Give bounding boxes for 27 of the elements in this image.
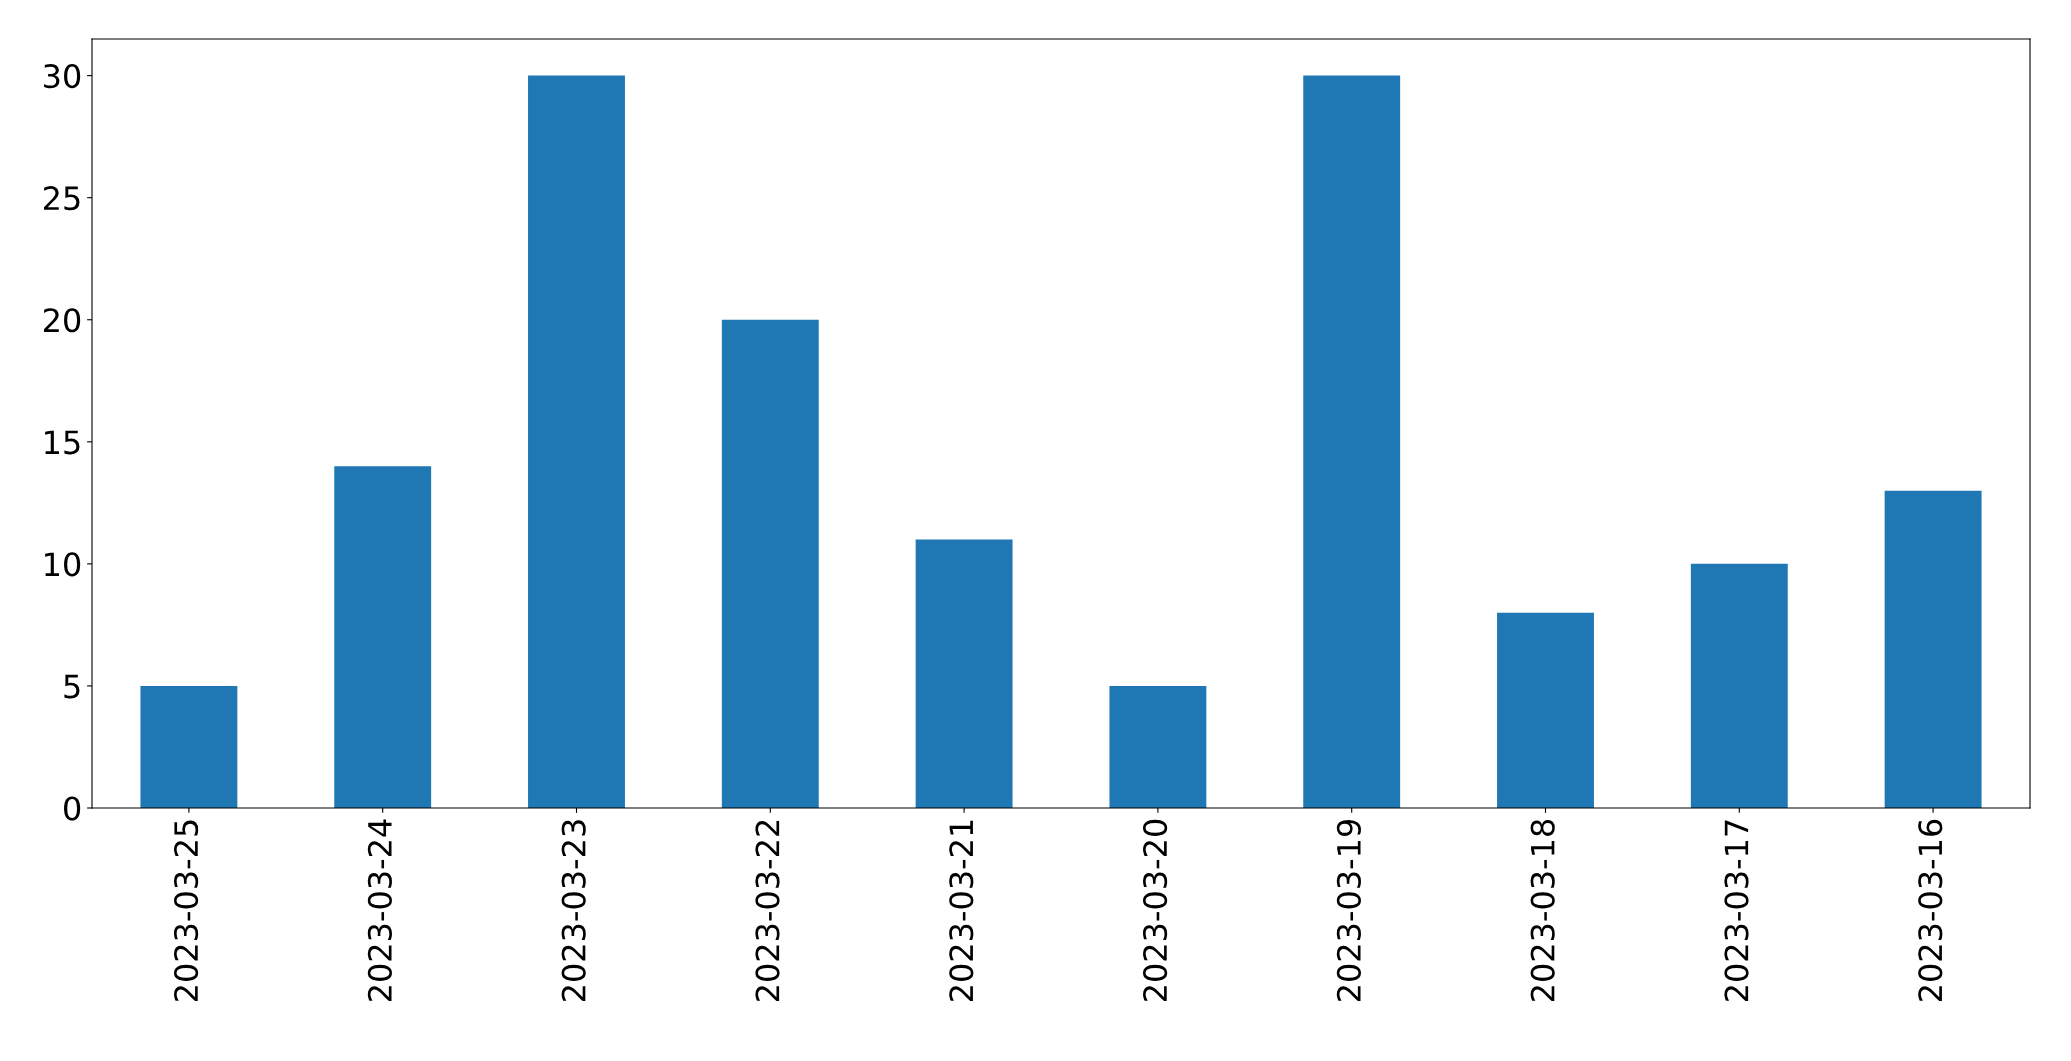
x-tick-label: 2023-03-21 — [949, 820, 974, 1002]
bar — [1884, 490, 1982, 808]
y-tick-label: 5 — [64, 674, 80, 699]
y-tick-label: 20 — [43, 308, 81, 333]
y-tick-label: 25 — [43, 186, 80, 211]
bar — [1109, 685, 1207, 808]
x-tick-label: 2023-03-22 — [755, 820, 780, 1002]
y-tick-label: 15 — [45, 430, 80, 455]
bar — [915, 539, 1013, 808]
x-tick-label: 2023-03-18 — [1530, 819, 1555, 1002]
y-tick-label: 30 — [44, 64, 81, 89]
x-tick-label: 2023-03-24 — [367, 819, 392, 1002]
y-tick-label: 0 — [64, 796, 81, 821]
x-tick-label: 2023-03-25 — [174, 820, 199, 1002]
bar — [140, 685, 238, 808]
x-tick-label: 2023-03-23 — [561, 820, 586, 1002]
x-tick-label: 2023-03-17 — [1724, 820, 1749, 1002]
x-tick-label: 2023-03-16 — [1918, 819, 1943, 1002]
x-tick-label: 2023-03-19 — [1336, 819, 1361, 1002]
bar — [1303, 75, 1401, 808]
bar — [334, 466, 432, 808]
bar — [1690, 563, 1788, 808]
bar — [721, 319, 819, 808]
bar — [1497, 612, 1594, 808]
bar — [528, 75, 625, 808]
x-tick-label: 2023-03-20 — [1143, 819, 1168, 1002]
y-tick-label: 10 — [45, 552, 81, 577]
